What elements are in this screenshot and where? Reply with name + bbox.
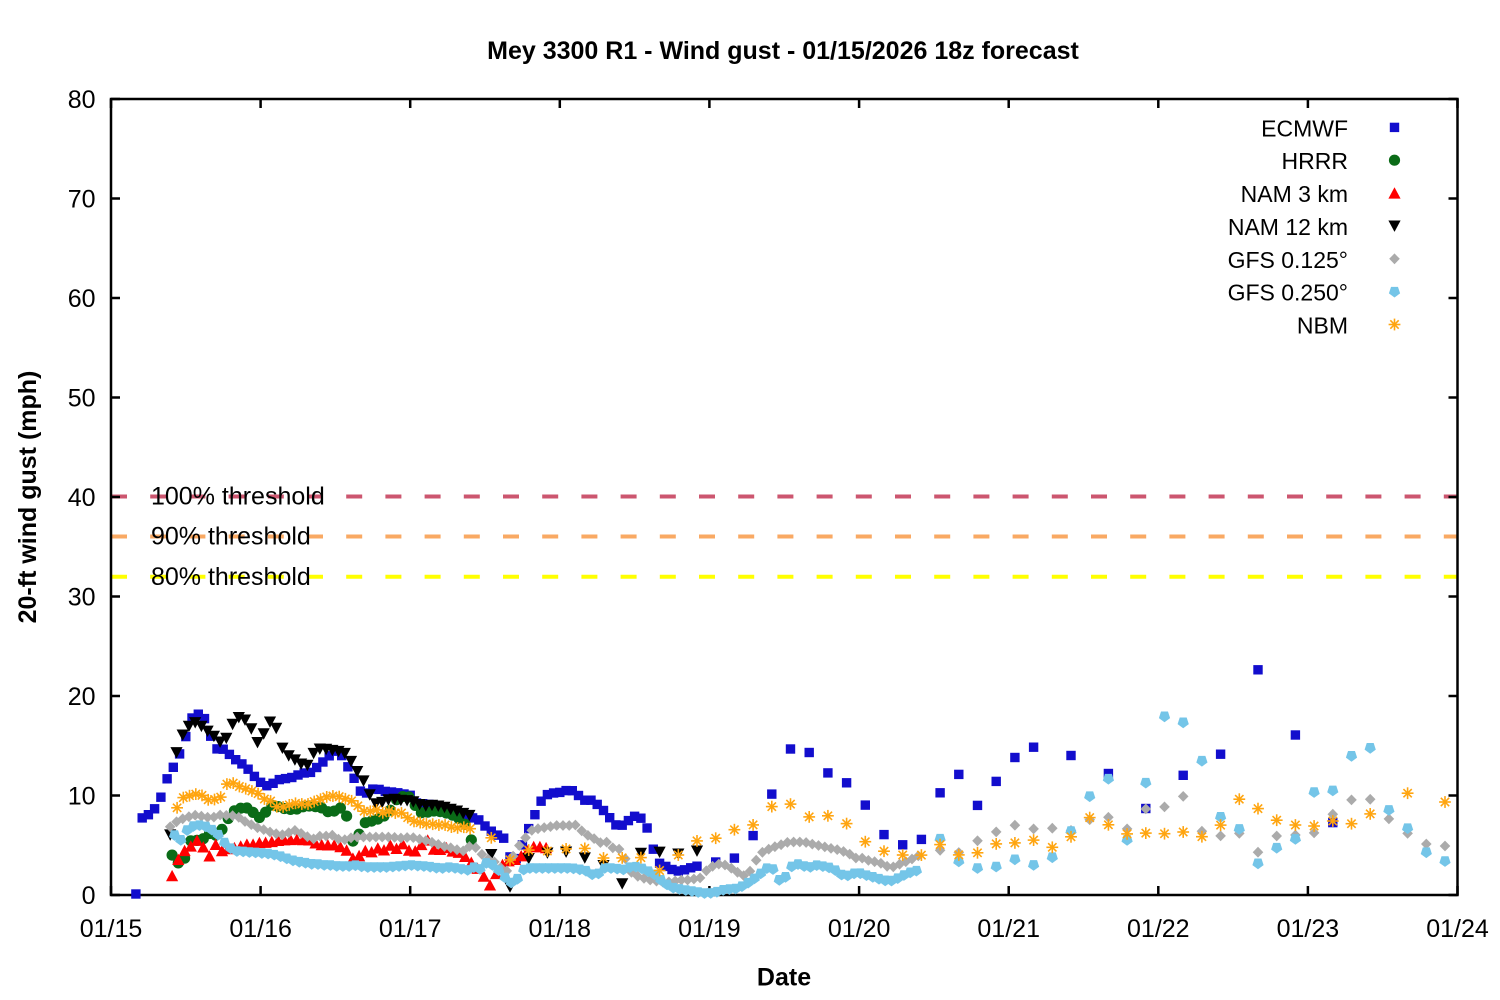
- svg-text:01/21: 01/21: [977, 915, 1040, 943]
- svg-text:70: 70: [68, 186, 96, 214]
- svg-text:100% threshold: 100% threshold: [151, 483, 325, 511]
- svg-text:40: 40: [68, 484, 96, 512]
- svg-text:ECMWF: ECMWF: [1261, 115, 1348, 141]
- svg-text:01/22: 01/22: [1127, 915, 1190, 943]
- svg-text:01/17: 01/17: [379, 915, 442, 943]
- svg-text:01/24: 01/24: [1426, 915, 1489, 943]
- svg-text:90% threshold: 90% threshold: [151, 523, 311, 551]
- svg-text:01/23: 01/23: [1277, 915, 1340, 943]
- svg-text:30: 30: [68, 584, 96, 612]
- svg-text:GFS 0.125°: GFS 0.125°: [1228, 247, 1348, 273]
- svg-text:0: 0: [82, 882, 96, 910]
- svg-text:01/19: 01/19: [678, 915, 741, 943]
- svg-text:GFS 0.250°: GFS 0.250°: [1228, 280, 1348, 306]
- svg-text:01/15: 01/15: [80, 915, 143, 943]
- svg-text:60: 60: [68, 285, 96, 313]
- svg-text:80% threshold: 80% threshold: [151, 563, 311, 591]
- svg-text:01/18: 01/18: [529, 915, 592, 943]
- svg-text:50: 50: [68, 385, 96, 413]
- svg-text:HRRR: HRRR: [1282, 148, 1348, 174]
- svg-text:NAM 12 km: NAM 12 km: [1228, 214, 1348, 240]
- svg-text:80: 80: [68, 86, 96, 114]
- svg-text:01/20: 01/20: [828, 915, 891, 943]
- svg-text:20: 20: [68, 683, 96, 711]
- svg-text:20-ft wind gust (mph): 20-ft wind gust (mph): [14, 371, 42, 624]
- svg-text:NAM 3 km: NAM 3 km: [1241, 181, 1348, 207]
- svg-text:NBM: NBM: [1297, 313, 1348, 339]
- svg-text:Date: Date: [757, 964, 811, 992]
- svg-text:Mey 3300 R1 - Wind gust - 01/1: Mey 3300 R1 - Wind gust - 01/15/2026 18z…: [487, 37, 1079, 65]
- svg-text:10: 10: [68, 783, 96, 811]
- svg-text:01/16: 01/16: [229, 915, 292, 943]
